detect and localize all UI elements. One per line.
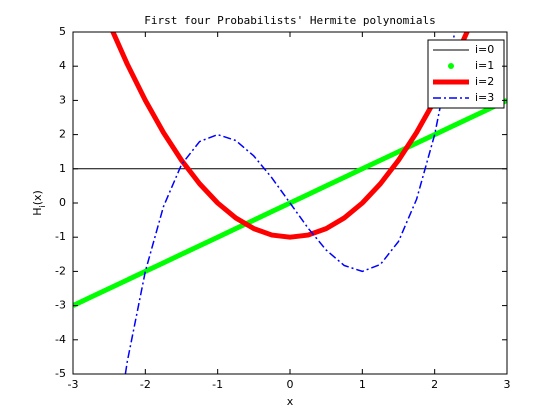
y-tick-label: -3 [55,299,66,312]
y-tick-label: 5 [59,25,66,38]
y-axis-label: Hi(x) [31,190,47,216]
legend-label: i=3 [475,91,494,104]
legend-label: i=0 [475,43,494,56]
x-tick-label: 0 [287,378,294,391]
x-tick-label: 2 [431,378,438,391]
y-label-base: H [31,208,44,216]
x-axis-label: x [287,395,294,408]
legend-label: i=1 [475,59,494,72]
legend-label: i=2 [475,75,494,88]
y-tick-label: -4 [55,333,66,346]
y-tick-label: 4 [59,59,66,72]
x-tick-label: -3 [68,378,79,391]
y-tick-label: -2 [55,264,66,277]
x-tick-label: -1 [212,378,223,391]
legend-box [427,39,505,109]
x-tick-label: 3 [504,378,511,391]
y-tick-label: 1 [59,162,66,175]
y-label-sub: i [38,205,47,207]
x-tick-label: -2 [140,378,151,391]
x-tick-label: 1 [359,378,366,391]
legend: i=0 i=1 i=2 i=3 [427,39,505,109]
chart-title: First four Probabilists' Hermite polynom… [144,14,435,27]
y-tick-label: -5 [55,367,66,380]
y-tick-label: 0 [59,196,66,209]
y-tick-label: 3 [59,93,66,106]
y-tick-label: 2 [59,128,66,141]
series-line [124,32,456,374]
y-label-rest: (x) [31,190,44,205]
legend-marker [448,63,454,69]
y-tick-label: -1 [55,230,66,243]
